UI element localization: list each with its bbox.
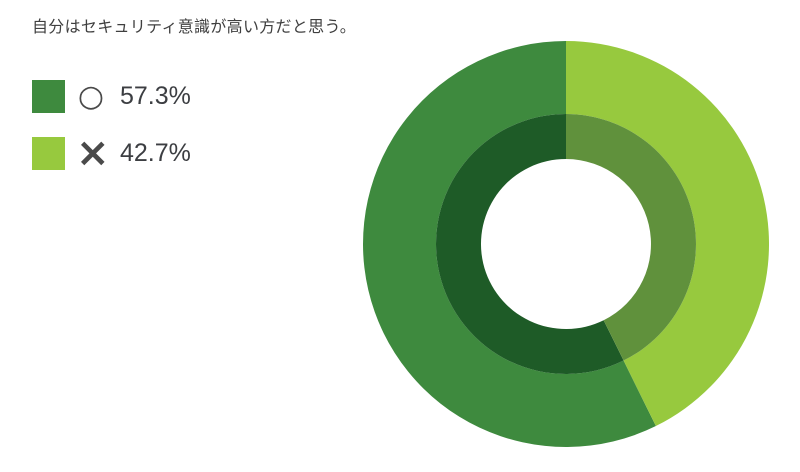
donut-slice-0-inner-shade [435,114,624,374]
donut-chart [363,41,769,447]
cross-mark-icon: × [76,130,110,176]
legend-value-no: 42.7% [120,139,191,167]
chart-title: 自分はセキュリティ意識が高い方だと思う。 [32,19,357,36]
donut-slice-1-outer [566,41,769,427]
legend: ○ 57.3% × 42.7% [32,80,191,176]
donut-chart-container [363,41,769,447]
circle-mark-icon: ○ [77,79,105,114]
donut-slice-1-inner-shade [566,114,696,361]
legend-swatch-yes [32,80,65,113]
legend-item-yes: ○ 57.3% [32,80,191,113]
legend-value-yes: 57.3% [120,82,191,110]
donut-slice-0-outer [363,41,656,447]
legend-swatch-no [32,137,65,170]
legend-item-no: × 42.7% [32,130,191,176]
